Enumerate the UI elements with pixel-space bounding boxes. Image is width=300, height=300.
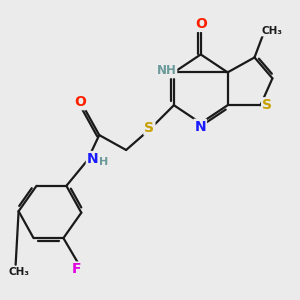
- Text: S: S: [144, 121, 154, 135]
- Text: N: N: [87, 152, 98, 166]
- Text: O: O: [74, 95, 86, 109]
- Text: H: H: [99, 157, 108, 167]
- Text: O: O: [195, 17, 207, 31]
- Text: NH: NH: [157, 64, 176, 77]
- Text: CH₃: CH₃: [8, 266, 29, 277]
- Text: N: N: [194, 120, 206, 134]
- Text: S: S: [262, 98, 272, 112]
- Text: F: F: [72, 262, 82, 276]
- Text: CH₃: CH₃: [261, 26, 282, 36]
